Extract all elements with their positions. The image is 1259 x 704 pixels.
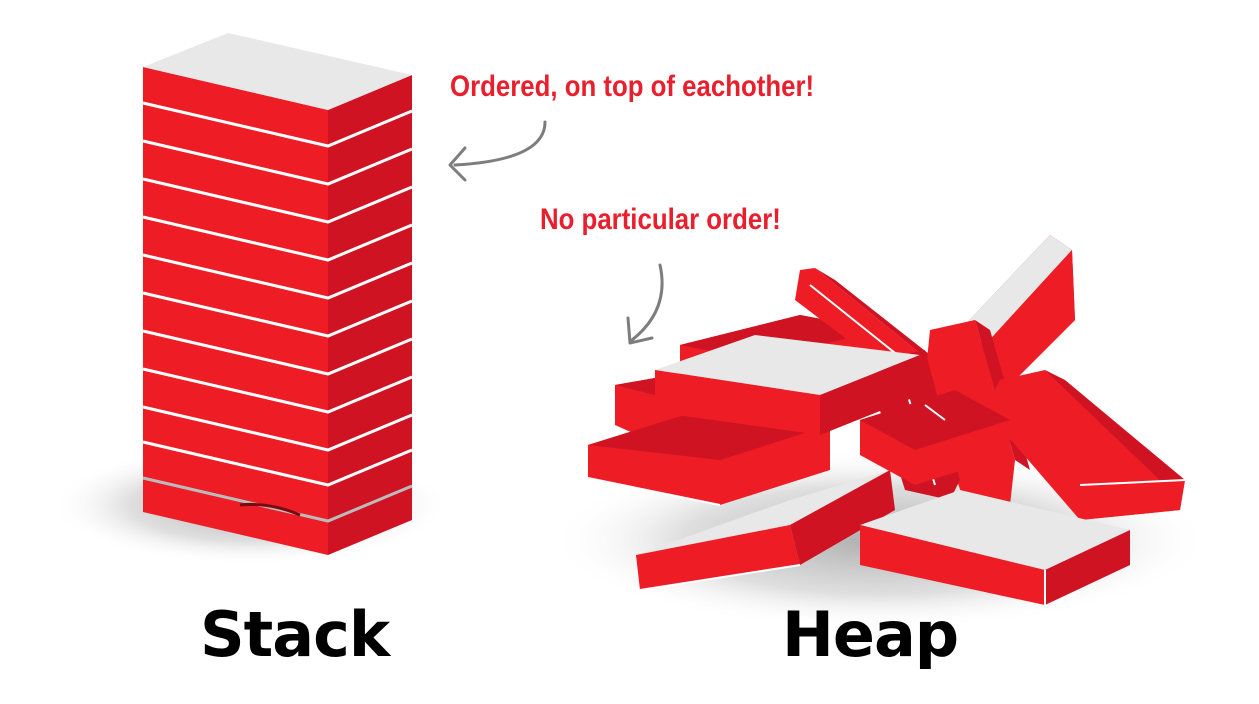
stack-bottom-divider bbox=[142, 476, 413, 523]
stack-top-face bbox=[143, 33, 412, 110]
heap-label: Heap bbox=[782, 598, 959, 671]
stack-side-face bbox=[328, 75, 412, 555]
stack-label: Stack bbox=[200, 598, 390, 671]
stack-bottom-crack bbox=[239, 503, 301, 517]
annotation-ordered: Ordered, on top of eachother! bbox=[450, 70, 815, 103]
stack-layer-dividers bbox=[142, 101, 413, 487]
heap-pile bbox=[587, 235, 1186, 605]
curved-arrow-down-icon bbox=[626, 263, 664, 345]
annotation-no-order: No particular order! bbox=[540, 203, 781, 236]
stack-tower bbox=[142, 33, 413, 555]
curved-arrow-left-icon bbox=[448, 120, 547, 182]
